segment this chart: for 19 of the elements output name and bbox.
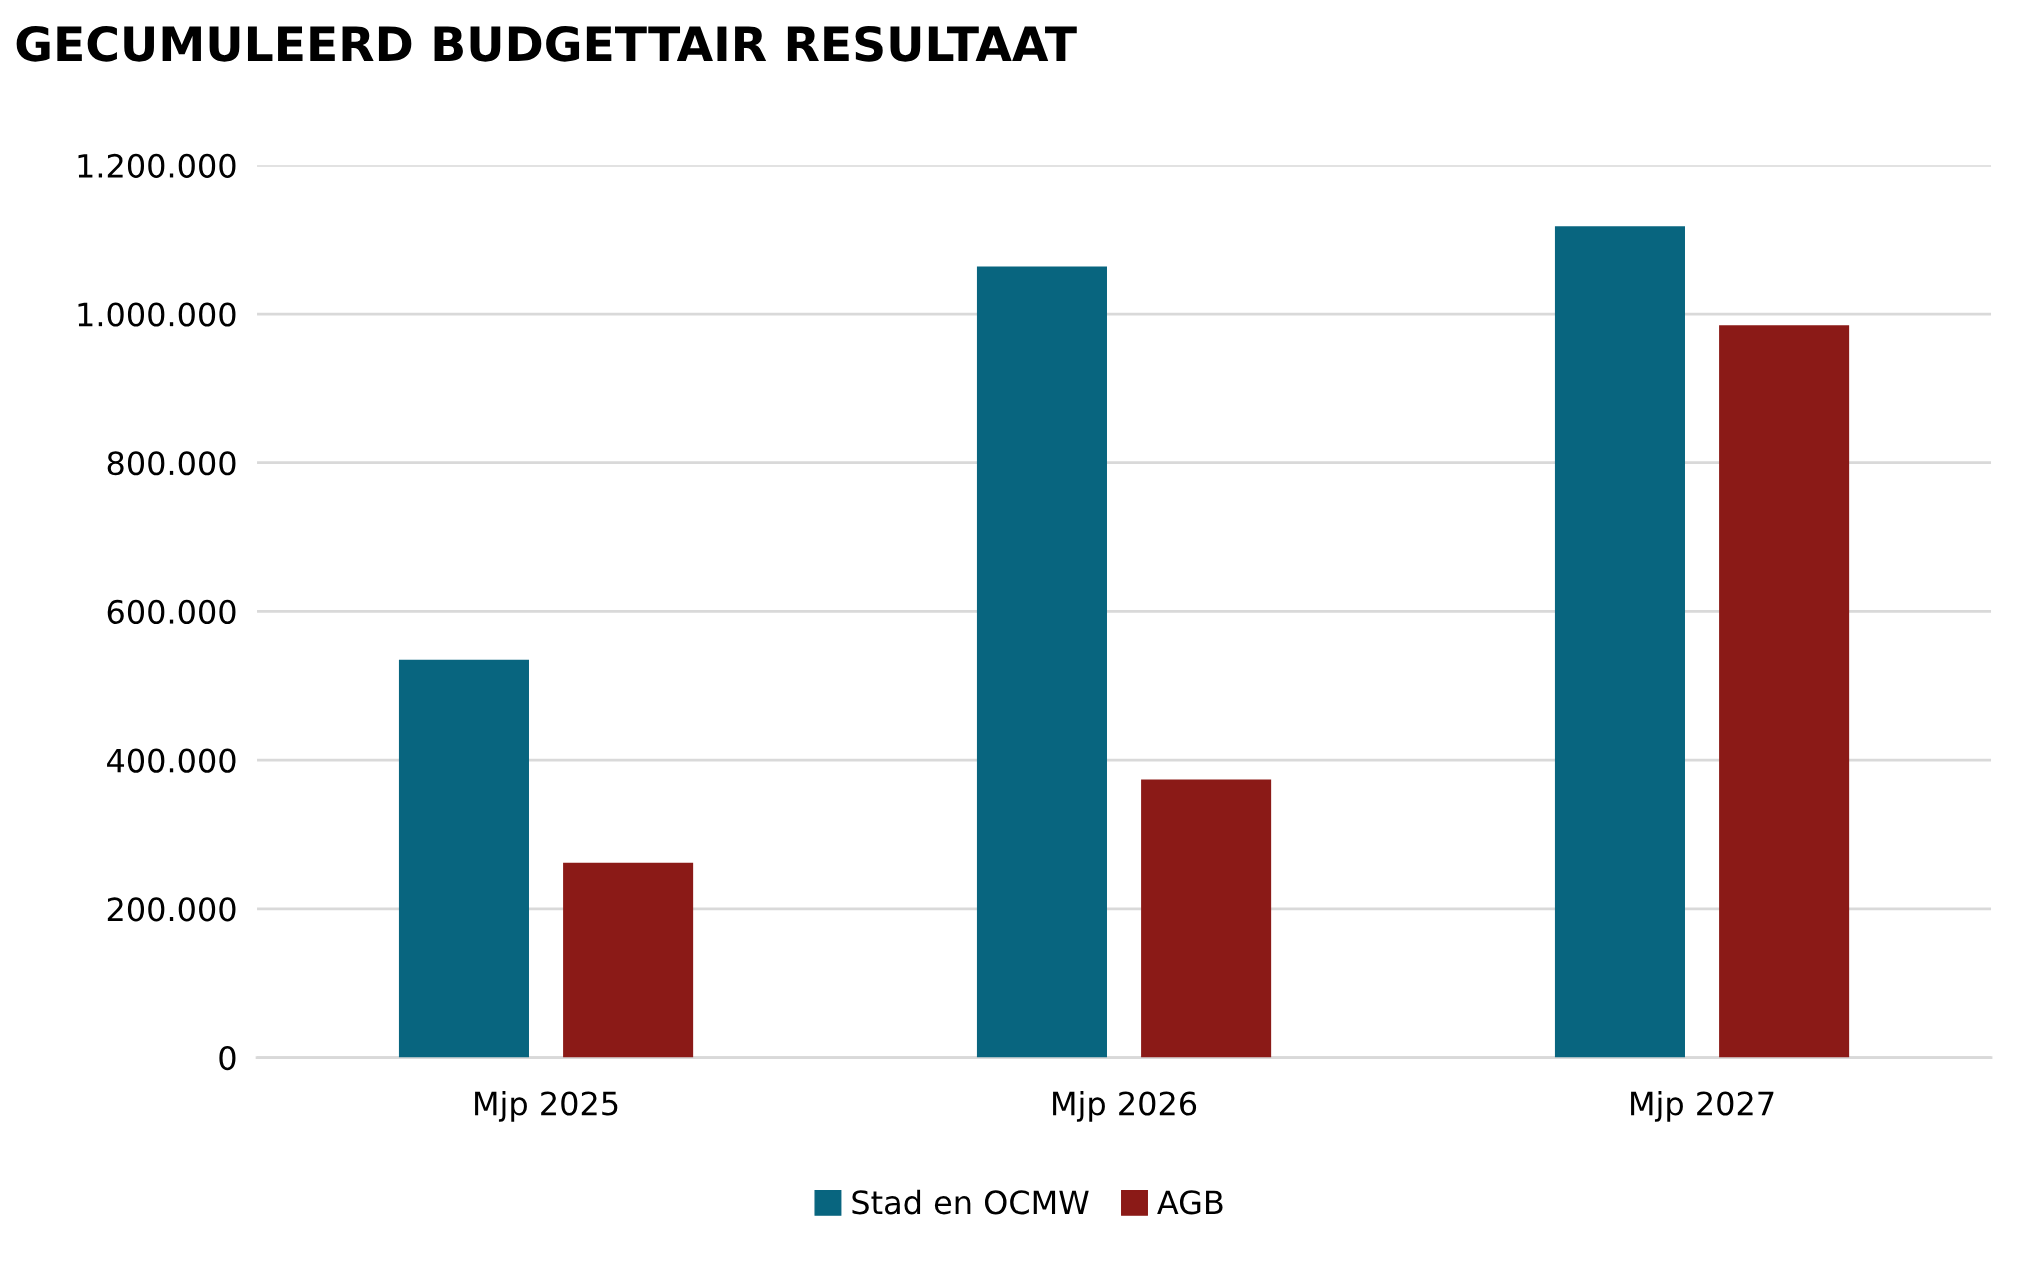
y-tick-label: 400.000 xyxy=(107,748,236,773)
x-tick-label: Mjp 2026 xyxy=(1053,1090,1197,1122)
bar xyxy=(976,266,1107,1058)
x-tick-label: Mjp 2025 xyxy=(475,1090,618,1122)
bar xyxy=(1141,779,1272,1058)
legend-label: Stad en OCMW xyxy=(852,1189,1089,1215)
y-tick-label: 1.200.000 xyxy=(78,153,236,178)
legend-label: AGB xyxy=(1157,1190,1223,1215)
bar xyxy=(563,862,694,1058)
bar xyxy=(1554,226,1685,1058)
x-tick-label: Mjp 2027 xyxy=(1631,1090,1774,1122)
y-tick-label: 800.000 xyxy=(107,451,236,476)
chart-title: GECUMULEERD BUDGETTAIR RESULTAAT xyxy=(16,25,1077,62)
bar xyxy=(1719,325,1850,1058)
y-tick-label: 600.000 xyxy=(107,599,236,625)
bar xyxy=(398,659,529,1058)
y-tick-label: 200.000 xyxy=(107,897,236,922)
y-tick-label: 1.000.000 xyxy=(78,302,236,327)
y-tick-label: 0 xyxy=(219,1045,236,1071)
